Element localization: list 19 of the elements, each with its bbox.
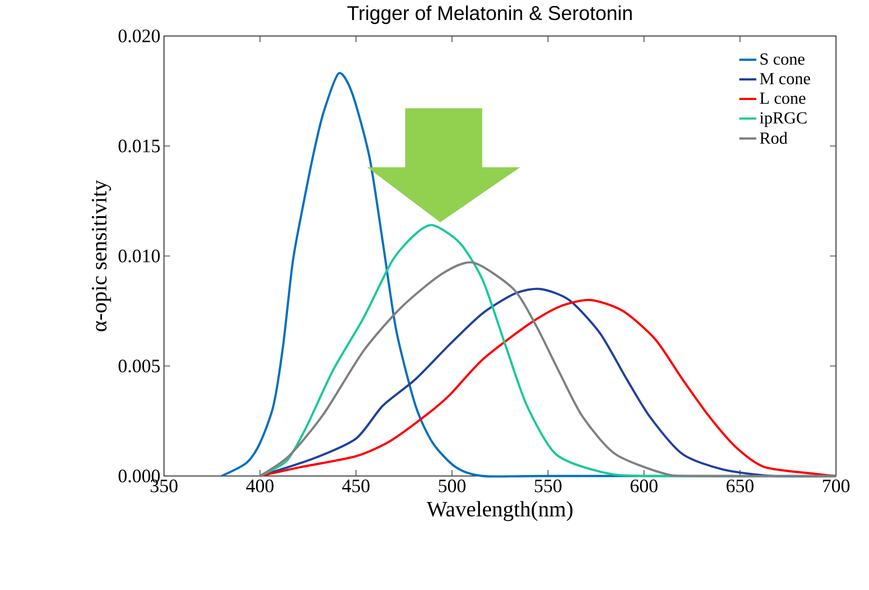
y-tick-label: 0.015 — [118, 140, 160, 152]
y-tick-label: 0.010 — [118, 250, 160, 262]
y-tick-label: 0.005 — [118, 360, 160, 372]
x-tick-label: 700 — [823, 480, 850, 492]
legend-label: M cone — [760, 73, 810, 84]
legend-label: L cone — [760, 92, 806, 104]
x-tick-label: 550 — [534, 480, 562, 492]
x-tick-label: 500 — [438, 480, 466, 492]
y-axis-title: α-opic sensitivity — [92, 180, 112, 332]
legend-label: ipRGC — [760, 112, 806, 128]
chart-title: Trigger of Melatonin & Serotonin — [347, 6, 632, 24]
legend-label: Rod — [760, 132, 788, 144]
x-tick-label: 600 — [630, 480, 658, 492]
x-axis-title: Wavelength(nm) — [426, 501, 572, 522]
x-tick-label: 650 — [726, 480, 754, 492]
x-tick-label: 450 — [342, 480, 370, 492]
y-tick-label: 0.020 — [118, 30, 160, 42]
x-tick-label: 400 — [246, 480, 274, 492]
legend-label: S cone — [760, 53, 804, 65]
